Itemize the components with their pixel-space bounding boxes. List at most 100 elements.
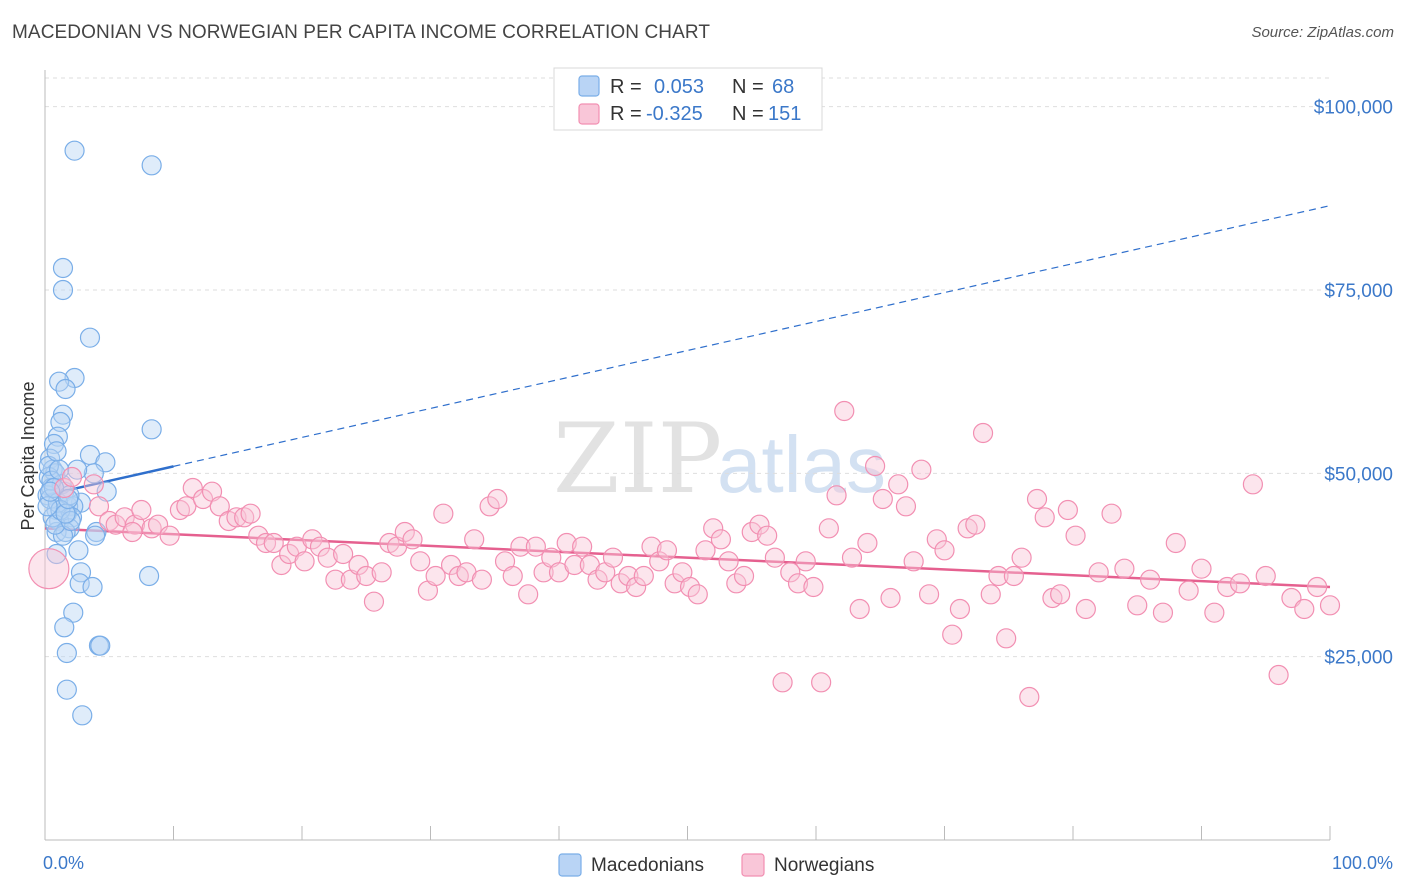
macedonians-point-48 xyxy=(56,679,77,700)
norwegians-point-57 xyxy=(510,536,531,557)
norwegians-point-149 xyxy=(1319,595,1341,616)
norwegians-point-121 xyxy=(1003,565,1024,587)
source-credit: Source: ZipAtlas.com xyxy=(1251,24,1394,41)
norwegians-point-51 xyxy=(464,529,485,550)
norwegians-point-63 xyxy=(556,532,577,554)
norwegians-point-141 xyxy=(1217,576,1238,598)
norwegians-point-118 xyxy=(980,584,1001,605)
legend-r-label-1: R = xyxy=(610,76,642,98)
norwegians-point-113 xyxy=(942,624,963,645)
macedonians-point-37 xyxy=(68,540,89,561)
norwegians-point-142 xyxy=(1229,573,1251,594)
norwegians-point-33 xyxy=(325,569,346,590)
norwegians-point-122 xyxy=(1011,547,1032,568)
norwegians-point-96 xyxy=(811,672,832,693)
norwegians-point-133 xyxy=(1114,558,1135,579)
y-tick-labels: $25,000 $50,000 $75,000 $100,000 xyxy=(1314,98,1393,669)
norwegians-point-148 xyxy=(1307,576,1328,598)
norwegians-point-128 xyxy=(1057,499,1078,521)
y-tick-label-3: $100,000 xyxy=(1314,98,1393,119)
norwegians-point-143 xyxy=(1242,474,1264,495)
norwegians-point-59 xyxy=(525,536,546,557)
norwegians-point-136 xyxy=(1152,602,1174,623)
norwegians-point-82 xyxy=(703,518,724,539)
norwegians-point-124 xyxy=(1026,488,1048,510)
norwegians-point-102 xyxy=(857,532,878,554)
norwegians-point-25 xyxy=(263,532,284,554)
norwegians-point-86 xyxy=(733,565,755,587)
norwegians-point-106 xyxy=(888,474,909,495)
norwegians-point-119 xyxy=(988,565,1009,587)
y-tick-label-0: $25,000 xyxy=(1324,648,1393,669)
macedonians-point-67 xyxy=(46,441,67,462)
norwegians-point-73 xyxy=(633,565,654,587)
norwegians-point-81 xyxy=(695,540,716,561)
legend-swatch-macedonians xyxy=(578,75,600,97)
norwegians-point-147 xyxy=(1294,598,1315,620)
y-axis-label: Per Capita Income xyxy=(18,381,38,530)
norwegians-point-120 xyxy=(996,628,1017,649)
macedonians-point-49 xyxy=(72,705,93,726)
legend-n-label-2: N = xyxy=(732,103,764,125)
macedonians-point-3 xyxy=(52,279,74,301)
trend-line-norwegians xyxy=(44,527,1331,589)
norwegians-point-56 xyxy=(502,565,523,587)
macedonians-point-36 xyxy=(85,525,106,546)
norwegians-point-2 xyxy=(61,466,83,488)
norwegians-point-95 xyxy=(803,576,824,598)
norwegians-point-36 xyxy=(348,554,369,576)
norwegians-point-85 xyxy=(726,573,747,594)
legend-r-value-1: 0.053 xyxy=(654,76,704,98)
bottom-legend-label-norwegians: Norwegians xyxy=(774,855,874,876)
norwegians-point-109 xyxy=(911,459,932,480)
norwegians-point-150 xyxy=(122,521,143,543)
norwegians-point-88 xyxy=(749,514,770,535)
norwegians-point-117 xyxy=(972,422,994,444)
norwegians-point-112 xyxy=(934,540,955,561)
norwegians-point-132 xyxy=(1101,503,1122,524)
norwegians-point-65 xyxy=(572,536,593,557)
norwegians-point-29 xyxy=(294,551,315,572)
norwegians-point-104 xyxy=(872,488,893,510)
norwegians-point-100 xyxy=(841,547,863,568)
macedonians-point-1 xyxy=(141,155,162,176)
norwegians-point-91 xyxy=(772,672,793,693)
norwegians-point-71 xyxy=(618,565,639,587)
norwegians-point-10 xyxy=(141,518,162,539)
x-tick-labels: 0.0% 100.0% xyxy=(43,853,1393,873)
norwegians-point-145 xyxy=(1268,664,1289,686)
norwegians-point-79 xyxy=(679,576,701,598)
norwegians-point-127 xyxy=(1050,584,1071,605)
norwegians-point-37 xyxy=(356,565,377,587)
bottom-legend-label-macedonians: Macedonians xyxy=(591,855,704,876)
norwegians-point-139 xyxy=(1191,558,1212,579)
stats-legend: R = 0.053 N = 68 R = -0.325 N = 151 xyxy=(553,67,823,131)
axes xyxy=(44,70,1331,841)
chart-title: MACEDONIAN VS NORWEGIAN PER CAPITA INCOM… xyxy=(12,22,711,43)
norwegians-point-38 xyxy=(363,591,385,612)
norwegians-point-39 xyxy=(371,562,392,583)
bottom-legend-swatch-norwegians xyxy=(741,853,765,877)
norwegians-point-84 xyxy=(718,551,739,572)
macedonians-point-9 xyxy=(50,411,71,433)
macedonians-point-42 xyxy=(82,576,103,598)
trend-line-macedonians-solid xyxy=(44,465,174,497)
y-tick-label-1: $50,000 xyxy=(1324,464,1393,485)
norwegians-point-52 xyxy=(471,569,492,590)
legend-n-label-1: N = xyxy=(732,76,764,98)
norwegians-point-53 xyxy=(479,496,500,517)
x-tick-label-0: 0.0% xyxy=(43,853,84,873)
norwegians-point-9 xyxy=(131,499,152,521)
norwegians-point-77 xyxy=(664,573,685,594)
norwegians-point-140 xyxy=(1204,602,1225,623)
norwegians-point-90 xyxy=(764,547,785,568)
macedonians-point-46 xyxy=(90,635,111,656)
norwegians-point-46 xyxy=(425,565,446,587)
norwegians-point-21 xyxy=(234,507,255,528)
norwegians-point-13 xyxy=(169,499,191,521)
trend-lines xyxy=(44,205,1331,589)
norwegians-point-103 xyxy=(865,455,886,477)
norwegians-point-105 xyxy=(880,587,901,609)
macedonians-point-39 xyxy=(70,562,92,583)
